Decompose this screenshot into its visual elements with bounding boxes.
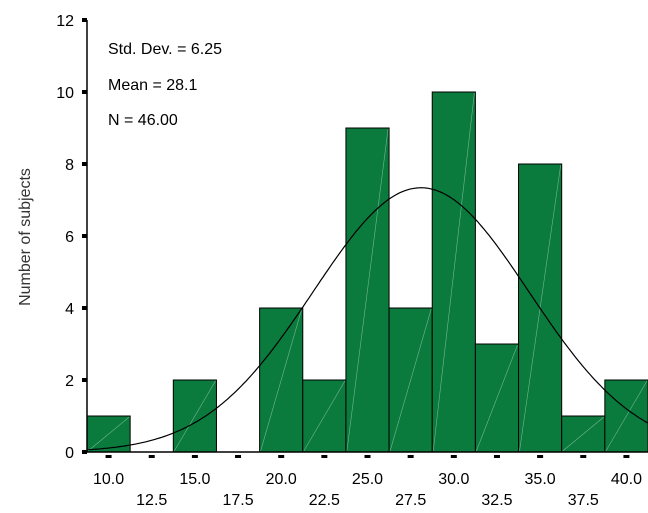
y-tick-mark [82,306,87,310]
x-tick-mark [537,455,544,458]
x-tick-label: 35.0 [525,471,556,488]
x-tick-label: 37.5 [568,492,599,509]
x-tick-label: 22.5 [309,492,340,509]
bar-hatch [303,380,346,452]
y-tick-label: 2 [65,373,74,390]
std-dev-label: Std. Dev. = 6.25 [108,41,222,58]
x-tick-mark [105,455,112,458]
x-tick-mark [450,455,457,458]
x-tick-label: 10.0 [93,471,124,488]
bar-hatch [174,380,216,452]
x-tick-label: 17.5 [222,492,253,509]
x-tick-mark [148,455,155,458]
bar-hatch [260,308,303,452]
y-tick-mark [82,234,87,238]
y-axis-title: Number of subjects [17,168,34,306]
y-tick-mark [82,378,87,382]
x-tick-label: 30.0 [438,471,469,488]
y-tick-mark [82,450,87,454]
histogram-bars [86,91,648,453]
x-tick-label: 32.5 [481,492,512,509]
n-label: N = 46.00 [108,112,178,129]
x-tick-label: 27.5 [395,492,426,509]
x-tick-mark [191,455,198,458]
x-tick-label: 15.0 [179,471,210,488]
x-tick-mark [321,455,328,458]
normal-curve [86,187,648,451]
bar-hatch [476,344,518,452]
x-tick-mark [493,455,500,458]
x-tick-mark [235,455,242,458]
y-tick-mark [82,162,87,166]
x-tick-mark [364,455,371,458]
y-tick-mark [82,90,87,94]
y-tick-label: 6 [65,229,74,246]
bar-hatch [432,92,475,452]
bar-hatch [562,416,605,452]
x-tick-label: 40.0 [611,471,642,488]
bar-hatch [87,416,130,452]
x-tick-mark [623,455,630,458]
bar-hatch [389,308,432,452]
x-tick-mark [278,455,285,458]
x-axis: 10.0 15.0 20.0 25.0 30.0 35.0 40.0 12.5 17.5 22.5… [87,451,648,509]
x-tick-mark [580,455,587,458]
x-tick-label: 12.5 [136,492,167,509]
x-tick-label: 25.0 [352,471,383,488]
mean-label: Mean = 28.1 [108,77,198,94]
x-tick-label: 20.0 [266,471,297,488]
y-tick-mark [82,18,87,22]
x-tick-mark [407,455,414,458]
bar-hatch [605,380,648,452]
y-tick-label: 10 [56,85,74,102]
y-tick-label: 0 [65,445,74,462]
y-tick-label: 12 [56,13,74,30]
y-axis: 0 2 4 6 8 10 12 [56,13,88,462]
stats-box: Std. Dev. = 6.25 Mean = 28.1 N = 46.00 [108,41,222,129]
y-tick-label: 8 [65,157,74,174]
y-tick-label: 4 [65,301,74,318]
bar-hatch [346,128,389,452]
